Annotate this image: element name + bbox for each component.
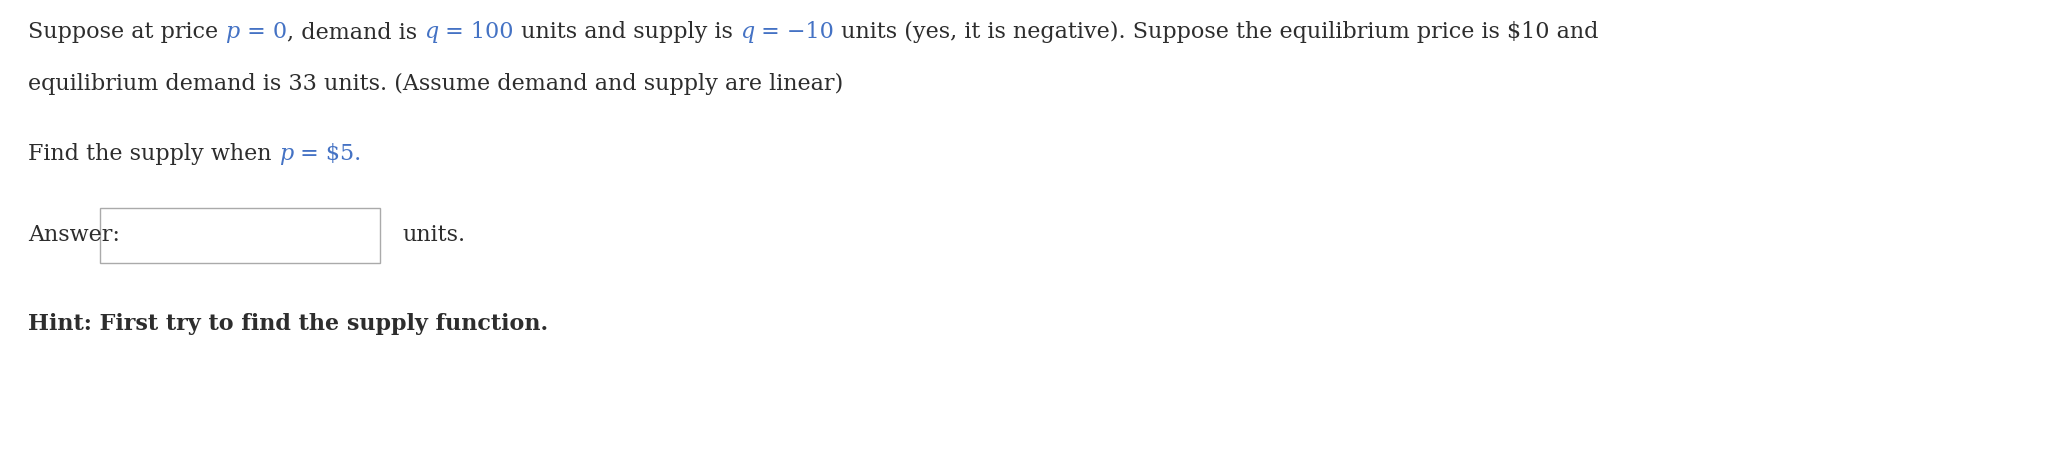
Text: units.: units. [401, 224, 465, 246]
Text: Suppose at price: Suppose at price [29, 21, 224, 43]
Text: = −10: = −10 [753, 21, 833, 43]
Text: q: q [739, 21, 753, 43]
Text: Find the supply when: Find the supply when [29, 143, 278, 165]
Text: Hint: First try to find the supply function.: Hint: First try to find the supply funct… [29, 313, 547, 335]
Text: = $5.: = $5. [292, 143, 360, 165]
Text: = 100: = 100 [438, 21, 514, 43]
Text: units (yes, it is negative). Suppose the equilibrium price is $10 and: units (yes, it is negative). Suppose the… [833, 21, 1599, 43]
Text: = 0: = 0 [239, 21, 286, 43]
Text: p: p [224, 21, 239, 43]
Text: p: p [278, 143, 292, 165]
Text: units and supply is: units and supply is [514, 21, 739, 43]
Text: Answer:: Answer: [29, 224, 119, 246]
Text: equilibrium demand is 33 units. (Assume demand and supply are linear): equilibrium demand is 33 units. (Assume … [29, 73, 844, 95]
Text: , demand is: , demand is [286, 21, 424, 43]
Text: q: q [424, 21, 438, 43]
